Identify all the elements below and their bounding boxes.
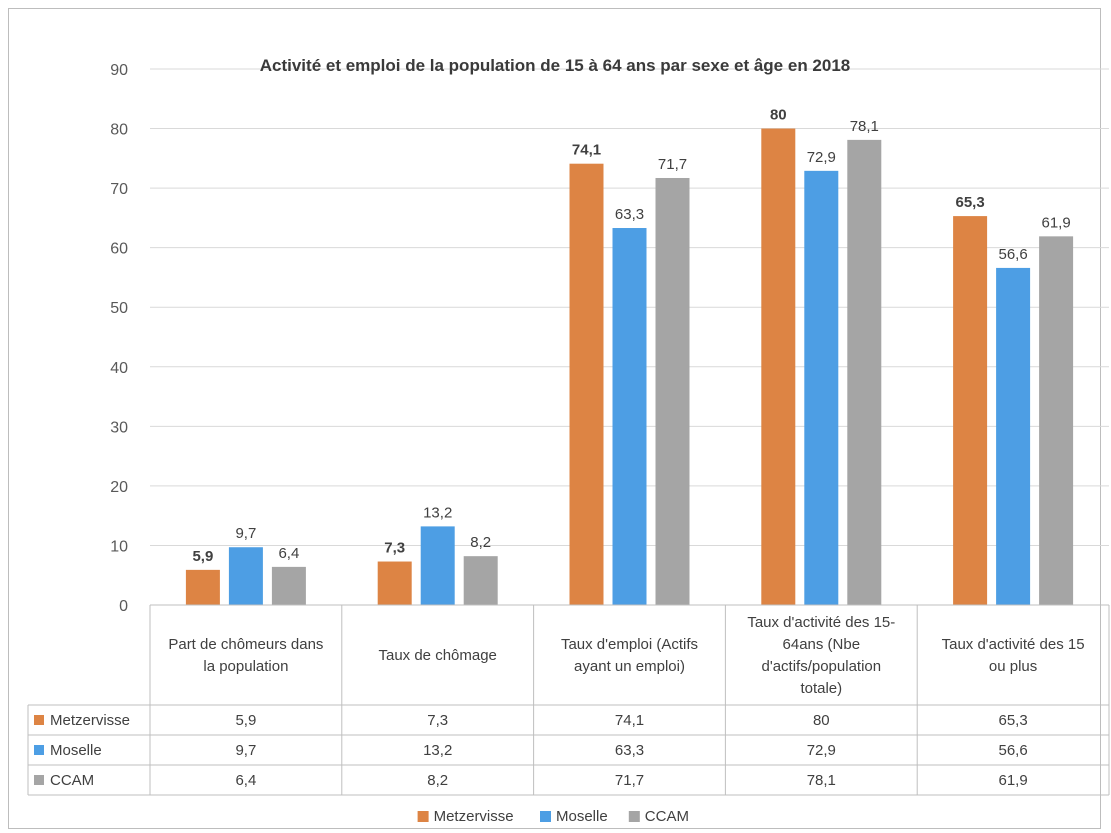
legend-swatch <box>417 811 429 822</box>
table-cell: 63,3 <box>615 742 644 759</box>
legend-swatch <box>628 811 640 822</box>
category-label: ayant un emploi) <box>574 658 685 675</box>
data-label: 80 <box>770 107 787 124</box>
category-label: ou plus <box>989 658 1037 675</box>
category-label: Taux d'activité des 15- <box>747 614 895 631</box>
row-legend-key <box>34 745 44 755</box>
bar-ccam <box>847 139 882 606</box>
table-cell: 80 <box>813 712 830 729</box>
bar-moselle <box>228 547 263 605</box>
data-label: 9,7 <box>235 525 256 542</box>
table-cell: 7,3 <box>427 712 448 729</box>
legend-swatch <box>540 811 551 822</box>
category-label: Taux de chômage <box>378 647 496 664</box>
row-header: Moselle <box>50 742 102 759</box>
table-cell: 71,7 <box>615 772 644 789</box>
bar-metzervisse <box>953 216 988 605</box>
data-labels: 5,9 9,7 6,4 7,3 13,2 8,2 74,1 63,3 71,7 80 72,9 78,… <box>192 107 1070 565</box>
bar-moselle <box>612 228 647 605</box>
legend-label: Metzervisse <box>434 808 514 825</box>
table-cell: 65,3 <box>998 712 1027 729</box>
bar-metzervisse <box>761 128 796 606</box>
row-header: Metzervisse <box>50 712 130 729</box>
row-legend-key <box>34 775 44 785</box>
table-cell: 9,7 <box>235 742 256 759</box>
data-label: 56,6 <box>998 246 1027 263</box>
table-cell: 6,4 <box>235 772 256 789</box>
category-label: Taux d'emploi (Actifs <box>561 636 698 653</box>
y-tick-label: 10 <box>110 538 128 555</box>
table-cell: 13,2 <box>423 742 452 759</box>
category-label: Part de chômeurs dans <box>168 636 323 653</box>
row-header: CCAM <box>50 772 94 789</box>
y-tick-label: 90 <box>110 62 128 79</box>
legend-label: CCAM <box>645 808 689 825</box>
data-label: 7,3 <box>384 540 405 557</box>
data-label: 63,3 <box>615 206 644 223</box>
data-label: 65,3 <box>955 194 984 211</box>
category-label: 64ans (Nbe <box>783 636 861 653</box>
y-tick-label: 70 <box>110 181 128 198</box>
bar-metzervisse <box>185 569 220 605</box>
y-tick-label: 20 <box>110 479 128 496</box>
category-label: la population <box>203 658 288 675</box>
data-label: 6,4 <box>278 545 299 562</box>
y-tick-label: 60 <box>110 241 128 258</box>
chart-frame <box>8 8 1101 829</box>
legend: Metzervisse Moselle CCAM <box>417 808 689 825</box>
data-label: 71,7 <box>658 156 687 173</box>
data-label: 72,9 <box>807 149 836 166</box>
y-axis-ticks: 0 10 20 30 40 50 60 70 80 90 <box>110 62 128 615</box>
data-table: Part de chômeurs dans la population Taux d… <box>27 604 1110 796</box>
y-tick-label: 50 <box>110 300 128 317</box>
y-tick-label: 40 <box>110 360 128 377</box>
legend-label: Moselle <box>556 808 608 825</box>
data-label: 74,1 <box>572 142 601 159</box>
bar-ccam <box>655 177 690 605</box>
table-cell: 74,1 <box>615 712 644 729</box>
bars <box>185 128 1074 606</box>
data-label: 5,9 <box>192 548 213 565</box>
row-legend-key <box>34 715 44 725</box>
bar-ccam <box>1039 236 1074 605</box>
table-cell: 5,9 <box>235 712 256 729</box>
category-label: totale) <box>800 680 842 697</box>
category-label: d'actifs/population <box>761 658 881 675</box>
y-tick-label: 30 <box>110 419 128 436</box>
chart-title: Activité et emploi de la population de 1… <box>260 56 851 75</box>
data-label: 78,1 <box>850 118 879 135</box>
table-cell: 8,2 <box>427 772 448 789</box>
bar-moselle <box>996 267 1031 605</box>
bar-ccam <box>463 556 498 605</box>
table-cell: 56,6 <box>998 742 1027 759</box>
bar-metzervisse <box>569 163 604 605</box>
table-cell: 78,1 <box>807 772 836 789</box>
data-label: 8,2 <box>470 534 491 551</box>
bar-moselle <box>420 526 455 605</box>
data-label: 61,9 <box>1041 214 1070 231</box>
y-tick-label: 0 <box>119 598 128 615</box>
table-cell: 61,9 <box>998 772 1027 789</box>
bar-metzervisse <box>377 561 412 605</box>
bar-moselle <box>804 170 839 605</box>
data-label: 13,2 <box>423 504 452 521</box>
category-label: Taux d'activité des 15 <box>942 636 1085 653</box>
bar-ccam <box>271 566 306 605</box>
table-cell: 72,9 <box>807 742 836 759</box>
y-tick-label: 80 <box>110 122 128 139</box>
